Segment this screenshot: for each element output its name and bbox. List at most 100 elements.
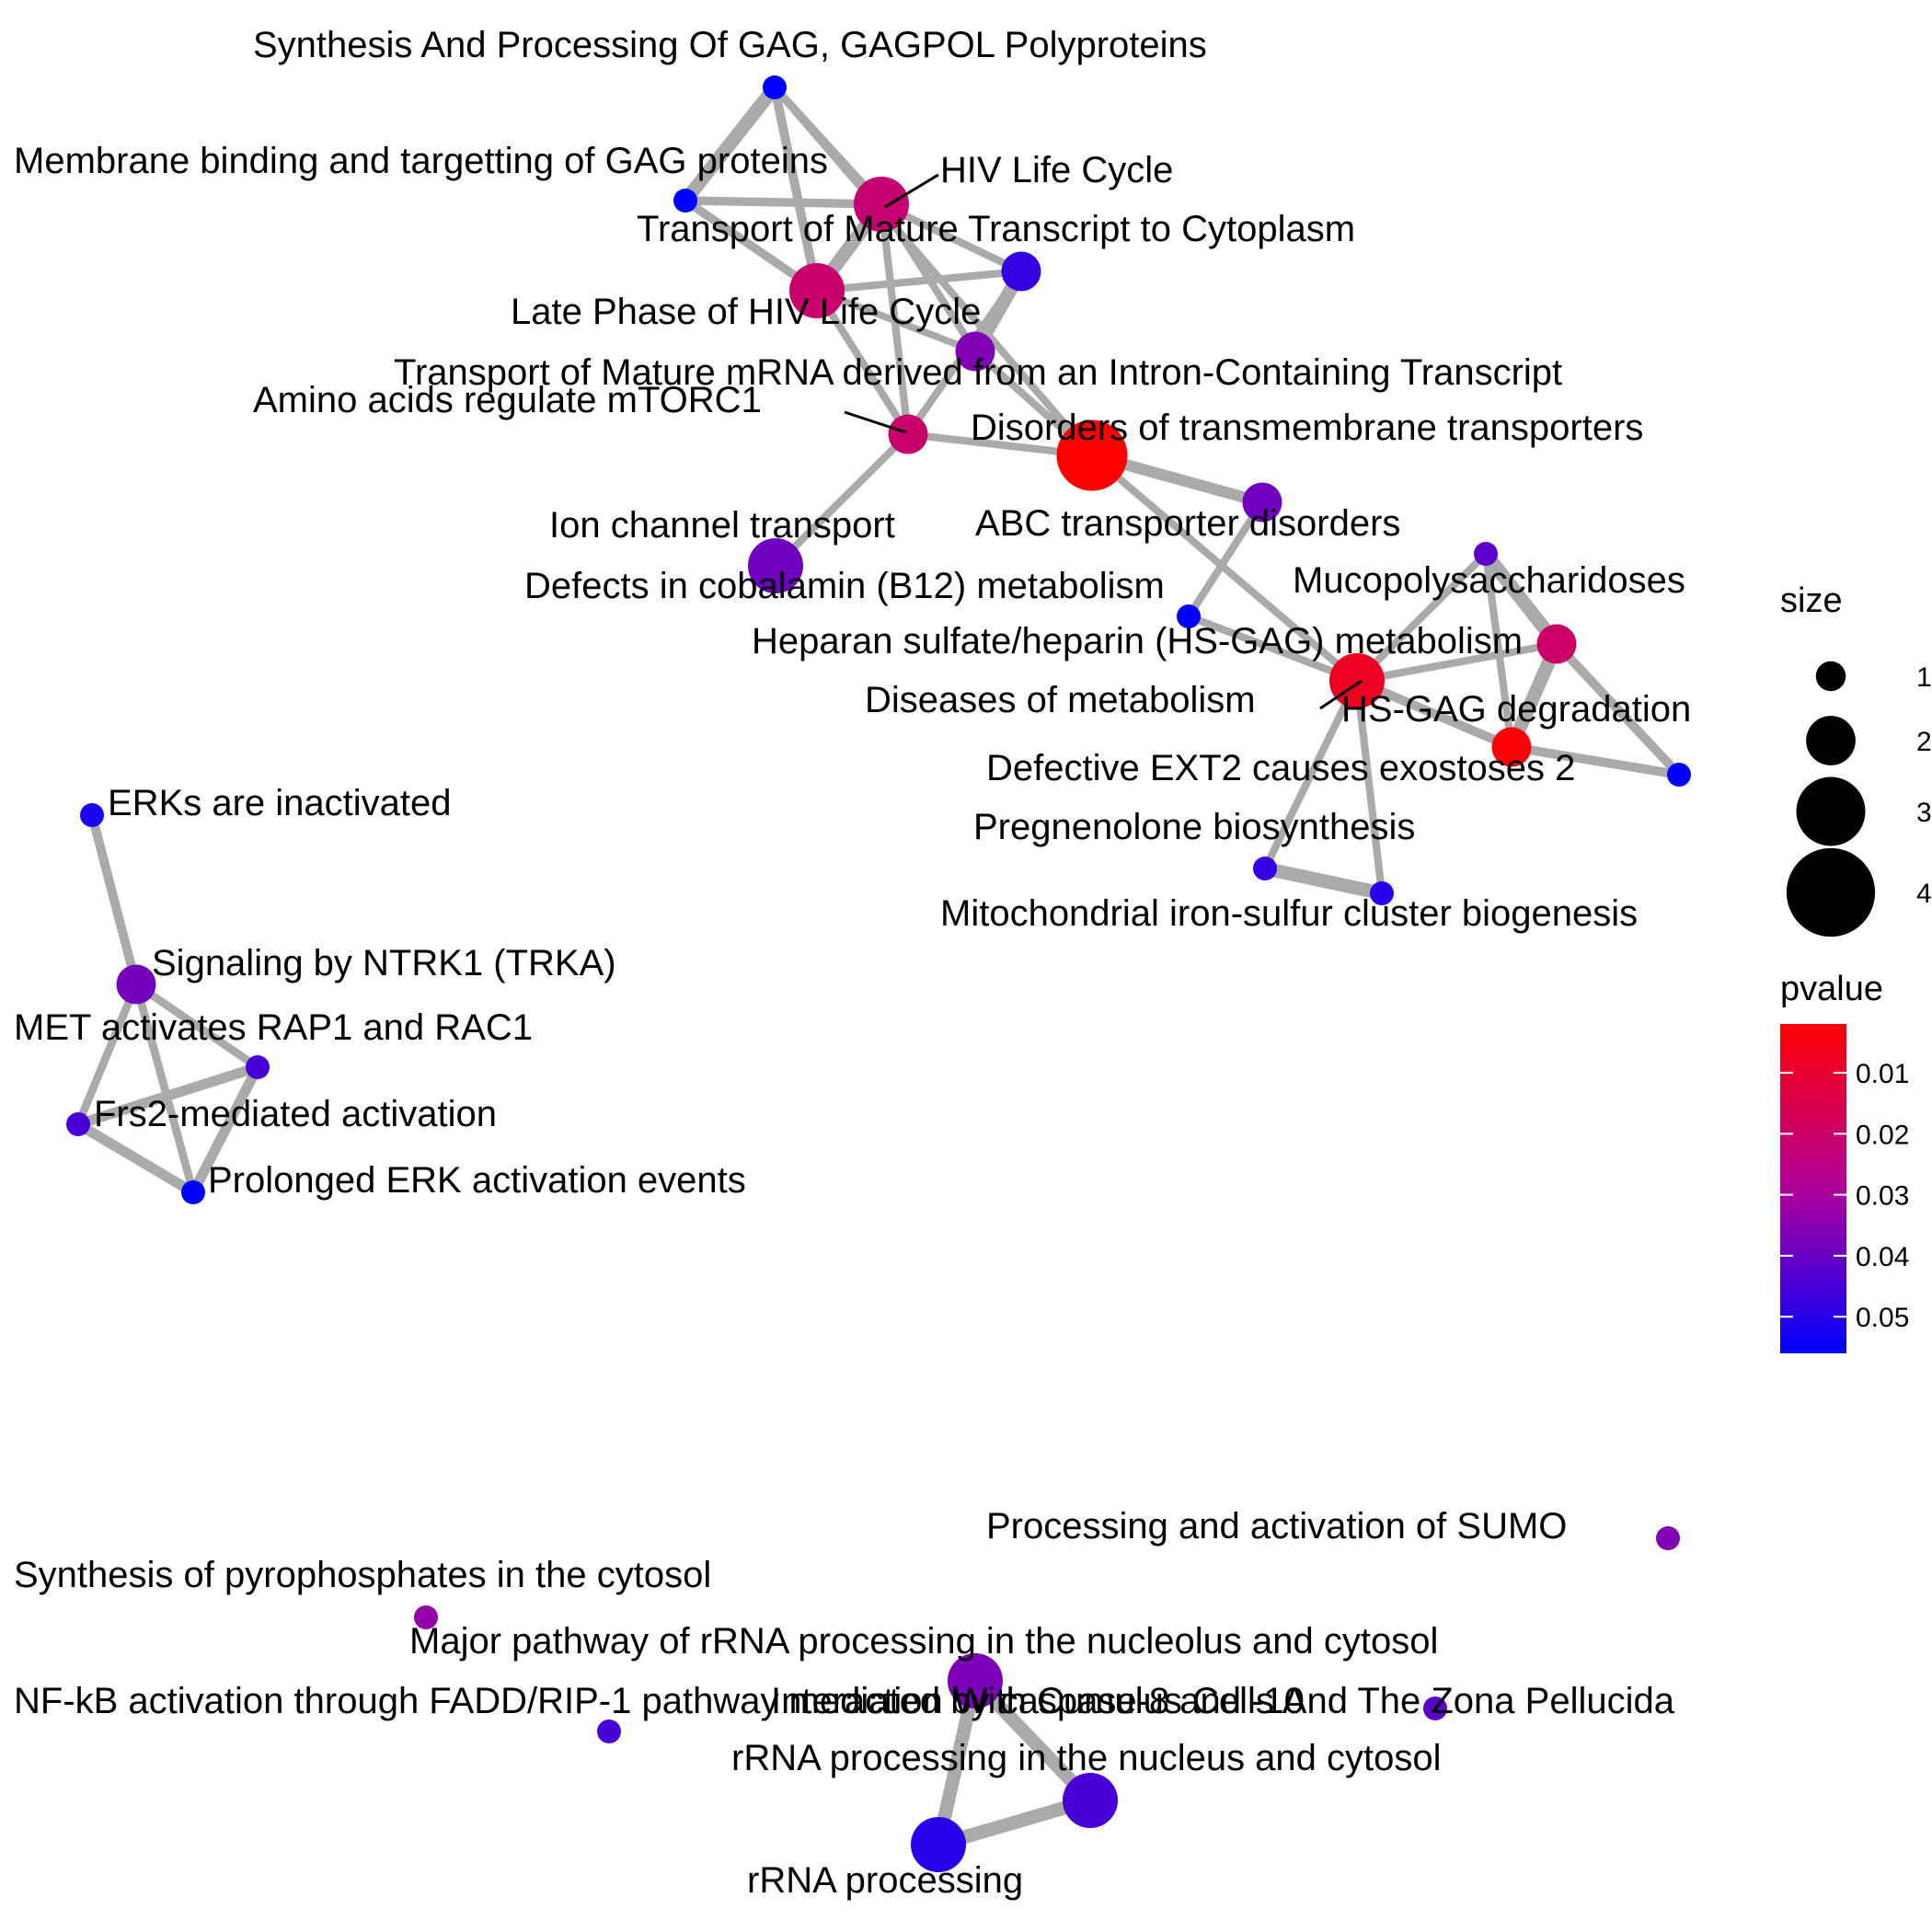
edge-diseasesMet-pregnenolone <box>1261 679 1361 870</box>
node-label-rrnaNucleus: rRNA processing in the nucleus and cytos… <box>731 1738 1442 1778</box>
node-label-gagpol: Synthesis And Processing Of GAG, GAGPOL … <box>253 25 1207 65</box>
pvalue-tick-label-0.04: 0.04 <box>1856 1242 1909 1272</box>
edge-ntrk1-frs2 <box>74 983 141 1126</box>
edge-majorRrna-rrnaNucleus <box>970 1675 1096 1806</box>
leader-line-aminoAcids <box>844 410 907 434</box>
node-mps[interactable] <box>1474 542 1498 566</box>
size-legend-key-3 <box>1796 776 1866 846</box>
edge-met-prolonged <box>189 1064 262 1195</box>
edge-ntrk1-met <box>133 981 260 1071</box>
node-hiv[interactable] <box>854 177 909 232</box>
node-label-nfkb: NF-kB activation through FADD/RIP-1 path… <box>14 1681 1305 1721</box>
edge-majorRrna-rrna <box>931 1679 983 1846</box>
size-legend-key-1 <box>1815 661 1846 692</box>
size-legend-label-3: 3 <box>1916 798 1932 828</box>
size-legend-label-1: 1 <box>1916 662 1932 693</box>
node-label-membrane: Membrane binding and targetting of GAG p… <box>14 141 828 181</box>
edge-diseasesMet-mito <box>1352 680 1386 894</box>
size-legend-label-2: 2 <box>1916 727 1932 757</box>
node-gagpol[interactable] <box>763 75 787 99</box>
node-label-hsgagDeg: HS-GAG degradation <box>1341 689 1691 730</box>
node-label-cobalamin: Defects in cobalamin (B12) metabolism <box>524 566 1165 606</box>
edge-gagpol-latePhase <box>770 86 822 293</box>
nodes-layer <box>66 75 1691 1872</box>
node-majorRrna[interactable] <box>948 1653 1003 1708</box>
edge-latePhase-matureTranscript <box>816 267 1022 295</box>
node-label-pyrophos: Synthesis of pyrophosphates in the cytos… <box>14 1555 711 1595</box>
node-nfkb[interactable] <box>597 1719 621 1743</box>
edge-aminoAcids-ionChannel <box>773 431 911 569</box>
edge-mps-diseasesMet <box>1354 551 1489 684</box>
pvalue-tick-label-0.01: 0.01 <box>1856 1059 1909 1089</box>
size-legend-key-4 <box>1786 847 1876 937</box>
node-label-met: MET activates RAP1 and RAC1 <box>14 1007 533 1048</box>
node-sumo[interactable] <box>1656 1526 1680 1550</box>
node-label-matureMrna: Transport of Mature mRNA derived from an… <box>394 352 1562 393</box>
edge-mps-hsgagDeg <box>1481 553 1516 748</box>
edge-abc-cobalamin <box>1185 500 1266 619</box>
node-label-hsgagMet: Heparan sulfate/heparin (HS-GAG) metabol… <box>752 621 1523 661</box>
node-aminoAcids[interactable] <box>888 414 928 454</box>
node-cobalamin[interactable] <box>1177 604 1201 628</box>
node-matureMrna[interactable] <box>955 331 995 372</box>
node-rrnaNucleus[interactable] <box>1063 1773 1118 1828</box>
edge-met-frs2 <box>76 1062 259 1130</box>
node-ionChannel[interactable] <box>748 538 803 593</box>
node-label-rrna: rRNA processing <box>747 1860 1023 1901</box>
node-label-aminoAcids: Amino acids regulate mTORC1 <box>253 380 762 420</box>
node-label-majorRrna: Major pathway of rRNA processing in the … <box>409 1621 1438 1662</box>
node-rrna[interactable] <box>911 1817 966 1872</box>
node-prolonged[interactable] <box>181 1180 205 1204</box>
pvalue-colorbar <box>1780 1024 1846 1353</box>
edge-latePhase-aminoAcids <box>813 288 912 437</box>
labels-layer: Synthesis And Processing Of GAG, GAGPOL … <box>14 25 1691 1901</box>
pvalue-tick-label-0.02: 0.02 <box>1856 1120 1909 1150</box>
node-pregnenolone[interactable] <box>1253 857 1277 880</box>
pvalue-legend-title: pvalue <box>1780 970 1883 1008</box>
size-legend-key-2 <box>1806 716 1856 765</box>
node-mito[interactable] <box>1370 881 1394 905</box>
node-abc[interactable] <box>1242 482 1282 523</box>
node-label-frs2: Frs2-mediated activation <box>94 1094 497 1134</box>
node-label-prolonged: Prolonged ERK activation events <box>208 1160 746 1201</box>
edge-hsgagMet-ext2 <box>1553 640 1683 778</box>
node-latePhase[interactable] <box>789 263 845 318</box>
edge-gagpol-disordersTm <box>771 85 1096 458</box>
edge-hsgagDeg-ext2 <box>1511 742 1680 779</box>
node-erks[interactable] <box>80 803 104 827</box>
size-legend-title: size <box>1780 581 1843 620</box>
node-matureTranscript[interactable] <box>1001 251 1041 292</box>
node-label-sumo: Processing and activation of SUMO <box>986 1506 1567 1547</box>
edge-gagpol-membrane <box>680 83 780 205</box>
legend: size 1 2 3 4 pvalue 0.01 0.02 0.03 0.04 0.05 <box>1780 581 1932 1353</box>
node-label-zona: Interaction With Cumulus Cells And The Z… <box>771 1681 1675 1721</box>
edge-erks-ntrk1 <box>87 813 141 986</box>
edge-ntrk1-prolonged <box>132 983 198 1194</box>
node-ntrk1[interactable] <box>116 964 156 1005</box>
node-label-mps: Mucopolysaccharidoses <box>1293 560 1685 601</box>
leader-line-hiv <box>884 173 939 209</box>
node-hsgagMet[interactable] <box>1536 624 1577 664</box>
node-disordersTm[interactable] <box>1056 420 1128 491</box>
node-ext2[interactable] <box>1667 763 1691 787</box>
node-label-matureTranscript: Transport of Mature Transcript to Cytopl… <box>637 209 1355 249</box>
node-label-ionChannel: Ion channel transport <box>549 505 895 546</box>
leader-lines-layer <box>844 173 1363 710</box>
node-hsgagDeg[interactable] <box>1491 727 1532 767</box>
pvalue-legend-ticks: 0.01 0.02 0.03 0.04 0.05 <box>1780 1059 1909 1333</box>
edge-membrane-hiv <box>684 196 882 209</box>
node-membrane[interactable] <box>673 189 697 213</box>
leader-line-diseasesMet <box>1319 679 1363 710</box>
node-zona[interactable] <box>1423 1696 1447 1720</box>
node-frs2[interactable] <box>66 1112 90 1136</box>
node-label-ntrk1: Signaling by NTRK1 (TRKA) <box>152 943 616 983</box>
node-pyrophos[interactable] <box>414 1605 438 1629</box>
edge-frs2-prolonged <box>75 1120 196 1197</box>
node-label-latePhase: Late Phase of HIV Life Cycle <box>511 292 981 332</box>
pvalue-tick-label-0.03: 0.03 <box>1856 1181 1909 1212</box>
pvalue-tick-label-0.05: 0.05 <box>1856 1303 1909 1333</box>
edge-disordersTm-diseasesMet <box>1089 452 1360 684</box>
node-met[interactable] <box>246 1055 270 1079</box>
node-label-disordersTm: Disorders of transmembrane transporters <box>971 408 1643 448</box>
